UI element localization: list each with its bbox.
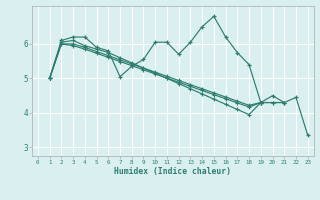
X-axis label: Humidex (Indice chaleur): Humidex (Indice chaleur) — [114, 167, 231, 176]
